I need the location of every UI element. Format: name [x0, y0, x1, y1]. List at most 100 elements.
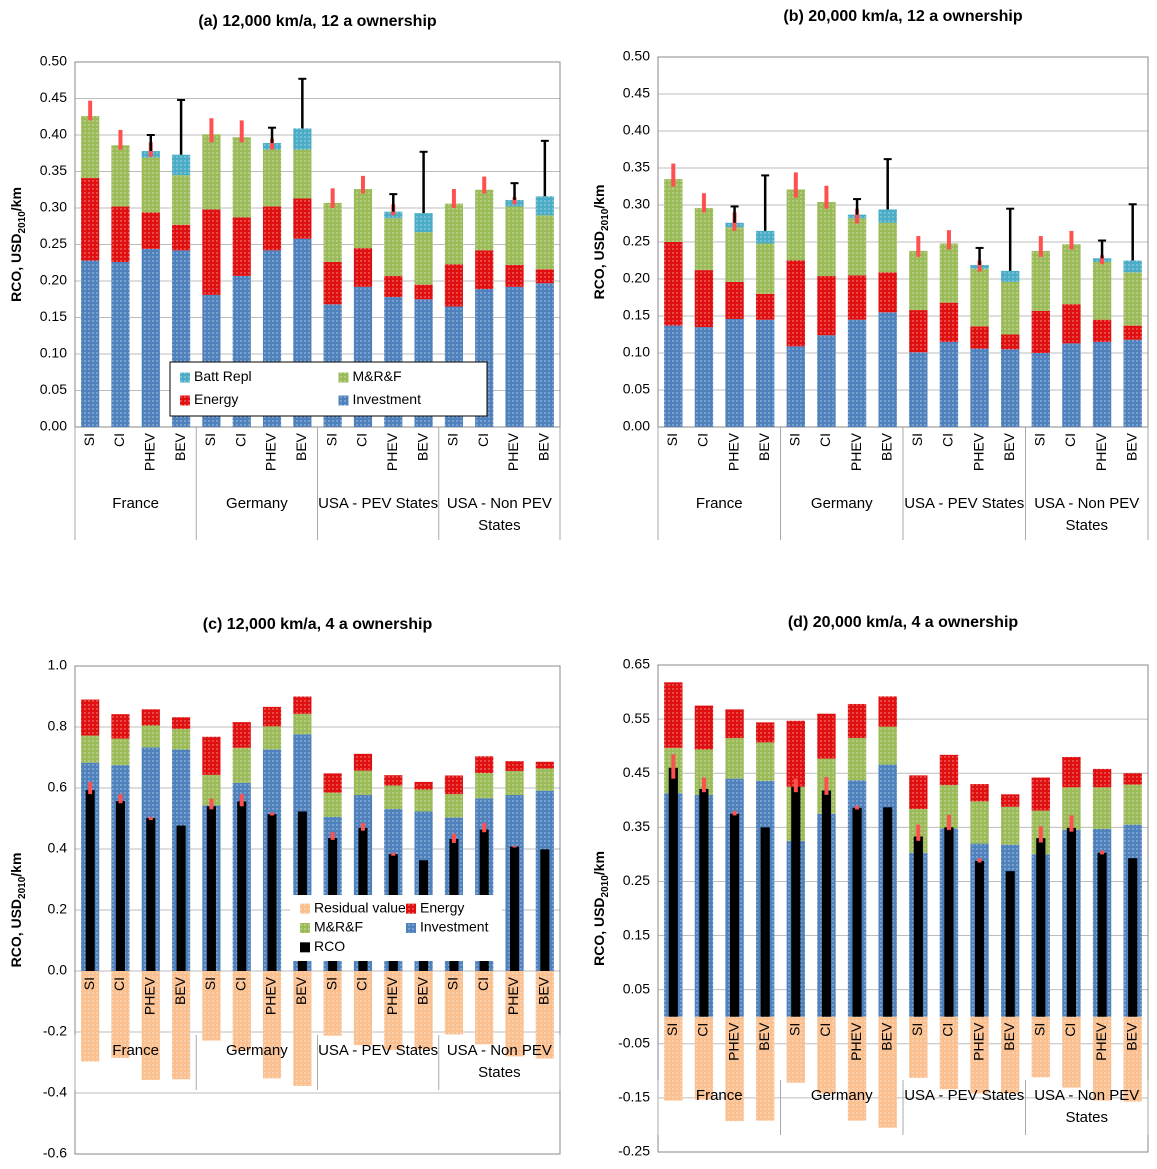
- legend-label: Batt Repl: [194, 368, 252, 384]
- bar-segment: [939, 302, 959, 342]
- bar-segment: [725, 738, 744, 779]
- legend-box: [290, 895, 502, 961]
- bar-segment: [262, 971, 282, 1079]
- bar-segment: [323, 773, 342, 793]
- bar-segment: [475, 189, 494, 251]
- bar-segment: [878, 312, 897, 427]
- bar-segment: [262, 149, 282, 207]
- y-axis-label: RCO, USD2010/km: [591, 851, 611, 966]
- x-tick-label: CI: [940, 1023, 956, 1037]
- x-tick-label: SI: [1032, 433, 1048, 446]
- chart-title: (d) 20,000 km/a, 4 a ownership: [788, 614, 1019, 631]
- y-tick-label: -0.25: [618, 1143, 650, 1159]
- bar-segment: [664, 1016, 683, 1101]
- bar-segment: [909, 250, 928, 311]
- bar-segment: [725, 1016, 744, 1122]
- bar-segment: [847, 738, 867, 781]
- y-tick-label: -0.6: [43, 1145, 67, 1161]
- bar-segment: [81, 735, 100, 763]
- y-axis-label: RCO, USD2010/km: [8, 853, 28, 968]
- group-label-box: USA - PEV States: [318, 495, 438, 512]
- y-tick-label: 0.50: [623, 48, 650, 64]
- bar-segment: [1062, 244, 1081, 305]
- bar-segment: [664, 682, 683, 748]
- bar-segment: [323, 202, 342, 263]
- bar-segment: [878, 272, 897, 313]
- x-tick-label: PHEV: [1093, 432, 1109, 471]
- bar-segment: [1001, 334, 1020, 350]
- x-tick-label: SI: [445, 977, 461, 990]
- bar-segment: [262, 206, 282, 251]
- bar-segment: [202, 971, 221, 1041]
- bar-segment: [444, 794, 463, 818]
- x-tick-label: PHEV: [725, 1022, 741, 1061]
- legend-swatch: [338, 395, 349, 406]
- x-tick-label: CI: [1062, 433, 1078, 447]
- bar-segment: [847, 319, 867, 427]
- bar-segment: [505, 761, 524, 771]
- bar-segment: [232, 137, 251, 218]
- bar-segment: [1001, 349, 1020, 427]
- legend-label: Energy: [420, 899, 464, 915]
- group-label-box: Germany: [810, 1087, 873, 1104]
- bar-segment: [505, 971, 524, 1057]
- y-tick-label: 0.15: [623, 307, 650, 323]
- bar-segment: [878, 222, 897, 273]
- bar-segment: [535, 215, 554, 270]
- bar-segment: [384, 775, 403, 786]
- x-tick-label: CI: [111, 433, 127, 447]
- bar-segment: [878, 696, 897, 727]
- bar-segment: [909, 1016, 928, 1078]
- legend-label: RCO: [314, 938, 345, 954]
- x-tick-label: PHEV: [384, 976, 400, 1015]
- bar-segment: [694, 207, 714, 271]
- rco-bar: [509, 846, 520, 971]
- x-tick-label: SI: [664, 433, 680, 446]
- rco-bar: [944, 827, 954, 1017]
- bar-segment: [970, 326, 989, 349]
- bar-segment: [475, 250, 494, 290]
- legend-swatch: [300, 903, 310, 914]
- bar-segment: [725, 281, 744, 319]
- bar-segment: [293, 971, 312, 1086]
- y-axis-label-part: RCO, USD: [8, 233, 24, 301]
- bar-segment: [81, 260, 100, 427]
- x-tick-label: BEV: [414, 432, 430, 461]
- bar-segment: [535, 971, 554, 1059]
- group-label: USA - PEV States: [904, 495, 1025, 512]
- group-label: USA - Non PEV States: [1034, 495, 1140, 534]
- bar-segment: [232, 722, 251, 748]
- bar-segment: [756, 722, 775, 743]
- y-tick-label: 0.45: [623, 85, 650, 101]
- y-axis-label-part: RCO, USD: [8, 899, 24, 967]
- bar-segment: [81, 971, 100, 1062]
- x-tick-label: PHEV: [505, 432, 521, 471]
- bar-segment: [172, 728, 191, 750]
- rco-bar: [852, 807, 862, 1017]
- bar-segment: [384, 971, 403, 1050]
- group-label: Germany: [810, 1087, 873, 1104]
- bar-segment: [847, 703, 867, 739]
- bar-segment: [475, 773, 494, 799]
- y-tick-label: 0.00: [623, 418, 650, 434]
- rco-bar: [821, 790, 832, 1017]
- bar-segment: [756, 243, 775, 294]
- bar-segment: [414, 781, 433, 790]
- rco-bar: [540, 849, 550, 971]
- bar-segment: [664, 325, 683, 427]
- x-tick-label: SI: [1032, 1023, 1048, 1036]
- y-tick-label: 0.15: [623, 926, 650, 942]
- y-tick-label: 0.50: [40, 53, 67, 69]
- bar-segment: [1031, 353, 1050, 427]
- legend-swatch: [406, 903, 416, 914]
- bar-segment: [414, 232, 433, 285]
- group-label: France: [112, 495, 159, 512]
- rco-bar: [791, 786, 801, 1017]
- y-axis-label: RCO, USD2010/km: [8, 187, 28, 302]
- x-tick-label: BEV: [172, 976, 188, 1005]
- bar-segment: [1092, 787, 1112, 829]
- y-tick-label: 0.20: [40, 272, 67, 288]
- group-label-box: USA - PEV States: [904, 1087, 1024, 1104]
- bar-segment: [172, 154, 191, 176]
- rco-bar: [699, 788, 709, 1017]
